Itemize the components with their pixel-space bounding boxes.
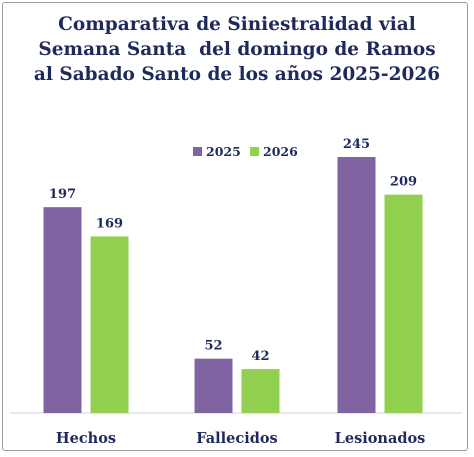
legend-swatch-2025 bbox=[193, 147, 202, 156]
bar-hechos-2026 bbox=[90, 236, 129, 413]
data-label-fallecidos-2025: 52 bbox=[204, 339, 222, 354]
chart-title-line-1: Comparativa de Siniestralidad vial bbox=[58, 14, 416, 35]
data-label-lesionados-2026: 209 bbox=[390, 175, 417, 190]
chart-title-line-2: Semana Santa del domingo de Ramos bbox=[38, 39, 436, 60]
data-label-hechos-2026: 169 bbox=[96, 216, 123, 231]
bar-lesionados-2025 bbox=[337, 157, 376, 413]
legend-label-2025: 2025 bbox=[206, 144, 241, 159]
legend-label-2026: 2026 bbox=[263, 144, 298, 159]
x-tick-label-fallecidos: Fallecidos bbox=[196, 430, 277, 447]
bar-fallecidos-2026 bbox=[241, 369, 280, 413]
chart-title: Comparativa de Siniestralidad vial Seman… bbox=[0, 12, 474, 87]
data-label-fallecidos-2026: 42 bbox=[251, 349, 269, 364]
bar-lesionados-2026 bbox=[384, 194, 423, 413]
data-label-hechos-2025: 197 bbox=[49, 187, 76, 202]
bar-fallecidos-2025 bbox=[194, 358, 233, 413]
chart-title-line-3: al Sabado Santo de los años 2025-2026 bbox=[33, 64, 441, 85]
data-label-lesionados-2025: 245 bbox=[343, 137, 370, 152]
x-tick-label-hechos: Hechos bbox=[56, 430, 116, 447]
x-tick-label-lesionados: Lesionados bbox=[335, 430, 426, 447]
bar-hechos-2025 bbox=[43, 207, 82, 413]
legend-swatch-2026 bbox=[250, 147, 259, 156]
